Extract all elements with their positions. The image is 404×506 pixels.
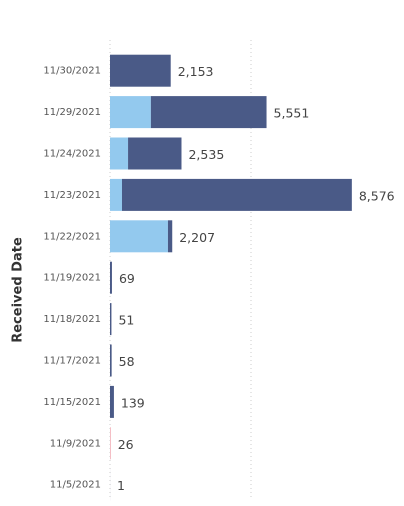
y-tick-label: 11/24/2021 (43, 149, 101, 160)
bar-segment (110, 137, 129, 170)
total-label: 8,576 (359, 188, 395, 203)
total-label: 58 (119, 354, 135, 369)
total-label: 2,207 (179, 230, 215, 245)
y-tick-label: 11/22/2021 (43, 231, 101, 242)
bar-segment (110, 54, 171, 87)
bar-segment (110, 427, 111, 460)
bar-segment (167, 220, 173, 253)
bar-segment (121, 178, 352, 211)
total-label: 139 (121, 395, 145, 410)
total-label: 69 (119, 271, 135, 286)
y-tick-label: 11/19/2021 (43, 273, 101, 284)
y-tick-label: 11/5/2021 (50, 480, 101, 491)
y-tick-label: 11/17/2021 (43, 356, 101, 367)
bar-segment (110, 303, 112, 336)
y-axis-title: Received Date (11, 237, 26, 343)
y-tick-label: 11/23/2021 (43, 190, 101, 201)
bar-segment (110, 344, 112, 377)
y-tick-label: 11/9/2021 (50, 438, 101, 449)
total-label: 26 (118, 437, 134, 452)
bar-segment (110, 178, 122, 211)
bar-segment (110, 261, 112, 294)
y-tick-label: 11/18/2021 (43, 314, 101, 325)
total-label: 1 (117, 478, 125, 493)
bar-segment (110, 385, 114, 418)
y-tick-label: 11/29/2021 (43, 107, 101, 118)
bar-segment (150, 96, 267, 129)
total-label: 5,551 (274, 106, 310, 121)
total-label: 51 (118, 313, 134, 328)
bar-segment (128, 137, 182, 170)
total-label: 2,535 (188, 147, 224, 162)
bar-segment (110, 220, 168, 253)
y-tick-label: 11/15/2021 (43, 397, 101, 408)
y-tick-label: 11/30/2021 (43, 66, 101, 77)
bar-segment (110, 96, 151, 129)
total-label: 2,153 (178, 64, 214, 79)
